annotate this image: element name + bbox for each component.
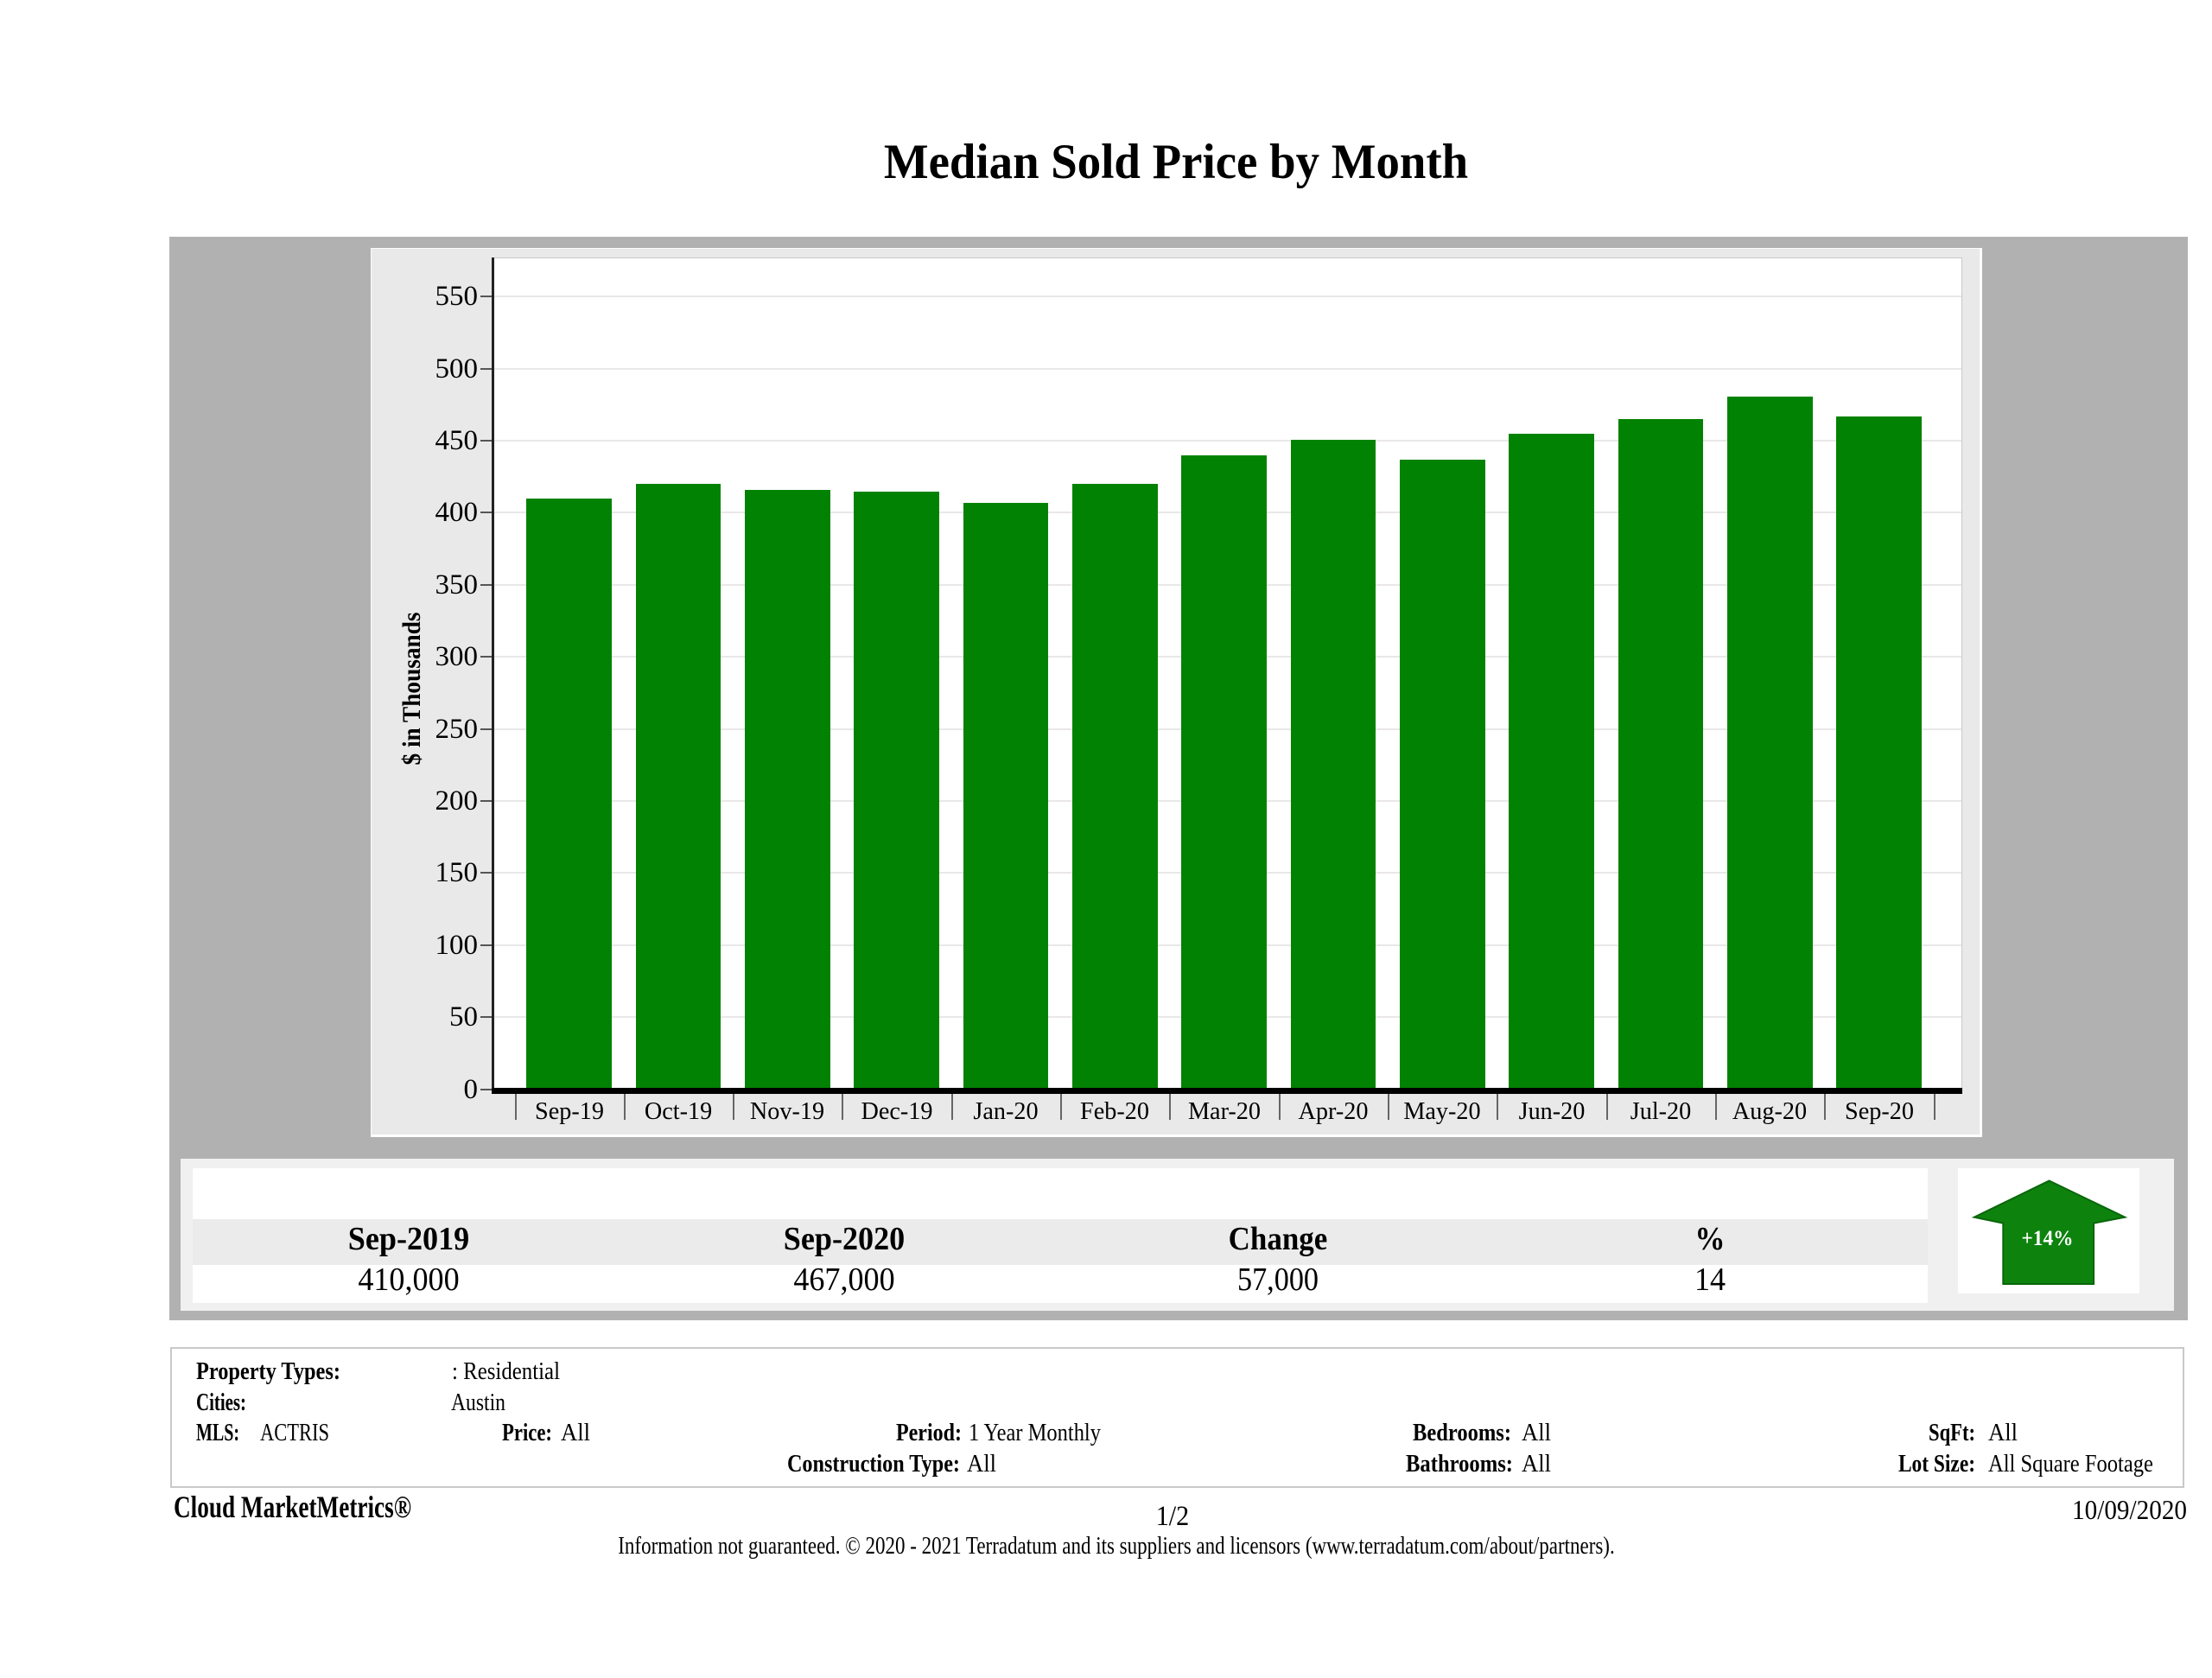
svg-text:+14%: +14% [2022,1227,2074,1250]
